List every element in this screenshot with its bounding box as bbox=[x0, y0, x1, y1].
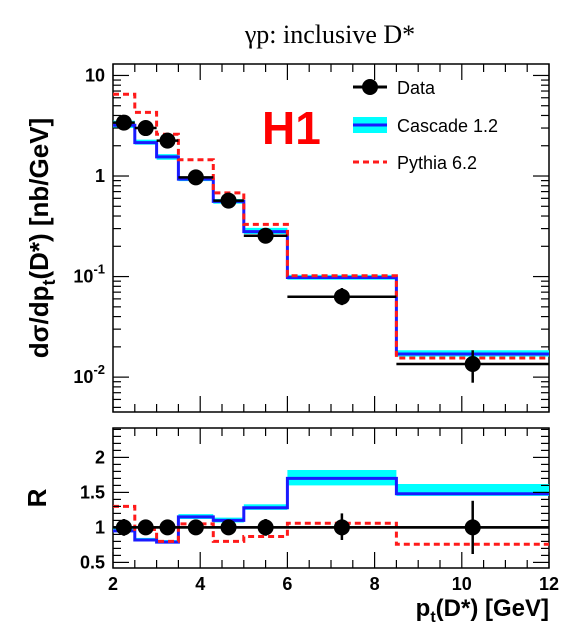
x-tick-label-4: 10 bbox=[452, 574, 472, 594]
main-y-axis-label-main: dσ/dp bbox=[24, 286, 54, 359]
ratio-data-point-1 bbox=[134, 519, 157, 536]
main-data-point-5 bbox=[243, 227, 288, 244]
ratio-data-point-4 bbox=[213, 519, 244, 536]
x-tick-label-2: 6 bbox=[282, 574, 292, 594]
main-axes: 10 1 10-1 10-2 bbox=[73, 64, 550, 412]
ratio-data-point-6 bbox=[287, 513, 397, 540]
legend: Data Cascade 1.2 Pythia 6.2 bbox=[353, 78, 498, 173]
legend-data-label: Data bbox=[397, 78, 436, 98]
main-data-point-1 bbox=[134, 120, 157, 137]
ratio-data-point-5 bbox=[243, 519, 288, 536]
cascade-line-main bbox=[113, 123, 549, 356]
main-y-tick-label-3: 10-2 bbox=[73, 362, 105, 387]
ratio-data-point-2 bbox=[156, 519, 179, 536]
ratio-y-tick-label-3: 2 bbox=[95, 447, 105, 467]
main-data-point-3 bbox=[178, 169, 214, 186]
main-data-point-0 bbox=[113, 114, 135, 131]
main-y-axis-label-tail: (D*) [nb/GeV] bbox=[24, 118, 54, 280]
x-axis-label-main: p bbox=[416, 595, 431, 622]
main-data-point-6 bbox=[287, 287, 397, 306]
x-tick-label-1: 4 bbox=[195, 574, 205, 594]
x-tick-label-5: 12 bbox=[539, 574, 559, 594]
main-data-point-7 bbox=[396, 350, 549, 383]
ratio-panel: 0.5 1 1.5 2 2 4 6 8 10 12 R pt(D*) [GeV] bbox=[22, 427, 559, 626]
legend-pythia-label: Pythia 6.2 bbox=[397, 153, 477, 173]
main-data-point-4 bbox=[213, 192, 244, 209]
legend-cascade-label: Cascade 1.2 bbox=[397, 116, 498, 136]
main-y-axis-label-sub: t bbox=[39, 280, 59, 286]
main-y-tick-label-1: 1 bbox=[95, 166, 105, 186]
main-y-axis-label: dσ/dpt(D*) [nb/GeV] bbox=[24, 118, 59, 358]
main-y-tick-label-0: 10 bbox=[85, 65, 105, 85]
x-tick-label-3: 8 bbox=[370, 574, 380, 594]
ratio-y-tick-label-1: 1 bbox=[95, 517, 105, 537]
legend-item-data: Data bbox=[353, 78, 436, 98]
x-axis-label-tail: (D*) [GeV] bbox=[436, 595, 549, 622]
ratio-cascade-band-bin-7 bbox=[396, 484, 549, 496]
ratio-plot-frame bbox=[112, 427, 550, 569]
data-points-main bbox=[113, 114, 549, 383]
ratio-data-point-3 bbox=[178, 519, 214, 536]
main-data-point-2 bbox=[156, 132, 179, 149]
ratio-data-point-7 bbox=[396, 500, 549, 554]
ratio-axes: 0.5 1 1.5 2 2 4 6 8 10 12 bbox=[80, 428, 559, 594]
x-axis-label-sub: t bbox=[430, 609, 436, 626]
legend-data-marker bbox=[362, 79, 378, 95]
main-y-tick-label-2: 10-1 bbox=[73, 262, 105, 287]
data-points-ratio bbox=[113, 500, 549, 554]
cascade-line-ratio bbox=[113, 476, 549, 544]
main-cascade-step bbox=[113, 123, 549, 356]
legend-item-cascade: Cascade 1.2 bbox=[353, 116, 498, 136]
ratio-y-tick-label-2: 1.5 bbox=[80, 482, 105, 502]
h1-logo: H1 bbox=[262, 102, 321, 154]
ratio-y-axis-label: R bbox=[22, 488, 52, 507]
ratio-y-tick-label-0: 0.5 bbox=[80, 552, 105, 572]
x-axis-label: pt(D*) [GeV] bbox=[416, 595, 549, 626]
x-tick-label-0: 2 bbox=[108, 574, 118, 594]
ratio-cascade-step bbox=[113, 476, 549, 544]
legend-item-pythia: Pythia 6.2 bbox=[353, 153, 477, 173]
main-panel: 10 1 10-1 10-2 dσ/dpt(D*) [nb/GeV] H1 Data … bbox=[24, 63, 550, 413]
figure-title: γp: inclusive D* bbox=[244, 20, 415, 49]
